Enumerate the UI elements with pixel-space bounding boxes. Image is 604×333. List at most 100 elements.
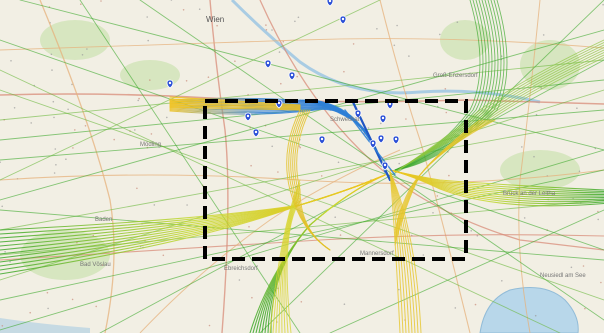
map-poi-dot [216, 24, 218, 27]
flight-trajectory [0, 199, 604, 256]
flight-trajectory [0, 89, 604, 301]
map-poi-dot [470, 230, 473, 232]
map-poi-dot [456, 21, 459, 24]
map-pin-icon [326, 0, 334, 7]
map-poi-dot [271, 145, 274, 148]
map-poi-dot [53, 116, 55, 119]
river-danube [230, 0, 541, 104]
flight-trajectory [389, 171, 416, 333]
map-poi-dot [445, 111, 448, 114]
map-poi-dot [376, 28, 378, 30]
map-poi-dot [597, 218, 599, 221]
forest-area [40, 20, 110, 60]
map-poi-dot [422, 254, 425, 256]
map-poi-dot [367, 127, 370, 129]
flight-trajectory [19, 0, 604, 151]
map-poi-dot [521, 146, 523, 148]
map-pin-icon [318, 135, 326, 145]
map-poi-dot [67, 108, 69, 111]
map-poi-dot [186, 204, 188, 206]
map-poi-dot [265, 29, 268, 31]
map-poi-dot [166, 116, 168, 119]
map-poi-dot [150, 133, 153, 135]
map-poi-dot [280, 82, 282, 85]
map-poi-dot [251, 296, 253, 299]
map-pin-icon [166, 79, 174, 89]
map-poi-dot [4, 251, 6, 253]
map-poi-dot [343, 70, 345, 73]
map-poi-dot [535, 113, 538, 116]
flight-trajectory [0, 174, 386, 275]
map-pin-icon [379, 114, 387, 124]
flight-trajectory [281, 191, 301, 333]
flight-trajectory [389, 171, 419, 333]
map-poi-dot [501, 280, 503, 282]
map-poi-dot [297, 16, 300, 19]
flight-trajectory [0, 39, 604, 251]
map-poi-dot [55, 164, 57, 166]
map-poi-dot [134, 129, 136, 131]
map-poi-dot [113, 138, 115, 141]
map-poi-dot [53, 172, 56, 174]
flight-trajectory [99, 59, 604, 333]
map-poi-dot [72, 147, 74, 149]
flight-trajectory [169, 104, 301, 110]
map-poi-dot [533, 155, 535, 158]
flight-trajectory [169, 106, 301, 111]
map-poi-dot [162, 254, 165, 257]
map-pin-icon [252, 128, 260, 138]
map-poi-dot [51, 69, 53, 71]
flight-trajectory [394, 0, 487, 171]
lake-neusiedl [479, 287, 579, 333]
map-pin-icon [377, 134, 385, 144]
map-poi-dot [198, 8, 201, 10]
map-poi-dot [149, 79, 151, 81]
airport-marker-layer [166, 0, 400, 171]
map-pin-icon [339, 15, 347, 25]
map-poi-dot [46, 291, 49, 294]
map-poi-dot [0, 161, 1, 163]
flight-trajectory [139, 0, 604, 321]
map-pin-icon [369, 139, 377, 149]
map-poi-dot [80, 3, 82, 5]
map-poi-dot [582, 265, 585, 267]
flight-trajectory [0, 0, 381, 181]
map-poi-dot [74, 129, 76, 131]
map-poi-dot [405, 118, 407, 120]
map-poi-dot [208, 324, 211, 327]
map-pin-icon [244, 112, 252, 122]
map-poi-dot [439, 33, 441, 36]
flight-trajectory [259, 0, 604, 333]
map-poi-dot [298, 145, 301, 147]
map-poi-dot [101, 264, 104, 266]
map-poi-dot [185, 80, 188, 82]
map-poi-dot [207, 76, 210, 78]
map-poi-dot [271, 29, 273, 31]
map-poi-dot [296, 75, 299, 78]
flight-trajectory [389, 171, 404, 333]
flight-trajectory [0, 59, 604, 121]
map-poi-dot [81, 54, 84, 56]
map-poi-dot [265, 24, 267, 26]
map-poi-dot [86, 48, 88, 50]
map-poi-dot [238, 279, 241, 281]
map-poi-dot [248, 226, 250, 228]
map-poi-dot [84, 125, 87, 127]
water-area [0, 318, 90, 333]
map-poi-dot [170, 0, 173, 1]
map-poi-dot [282, 40, 285, 43]
map-pin-icon [381, 161, 389, 171]
map-poi-dot [600, 281, 602, 284]
map-pin-icon [288, 71, 296, 81]
flight-trajectory [269, 179, 301, 333]
flight-trajectory [0, 149, 604, 331]
map-poi-dot [432, 212, 434, 214]
map-poi-dot [1, 205, 3, 208]
map-poi-dot [10, 60, 12, 62]
map-poi-dot [136, 187, 138, 190]
map-poi-dot [100, 0, 102, 2]
flight-trajectory [0, 89, 604, 281]
